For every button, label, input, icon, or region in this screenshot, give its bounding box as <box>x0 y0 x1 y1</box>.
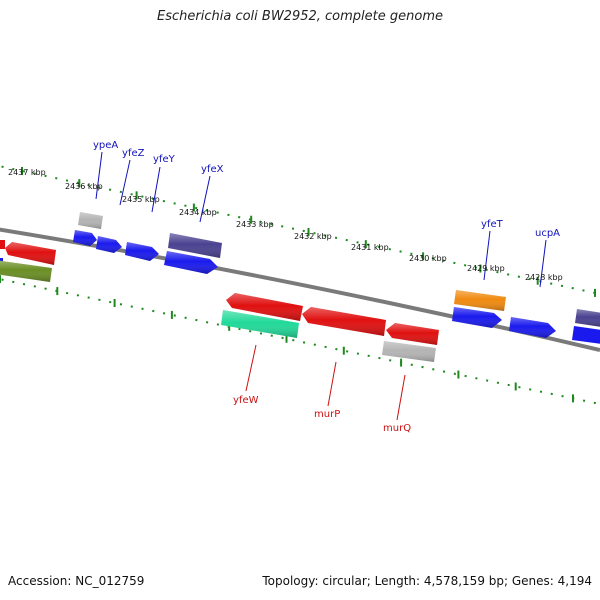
ruler-label: 2435 kbp <box>122 195 160 204</box>
gene-feature[interactable] <box>509 317 556 338</box>
ruler-label: 2431 kbp <box>351 243 389 252</box>
inner-ruler <box>0 278 600 405</box>
inner-ruler-ticks <box>0 275 574 403</box>
label-leader-line <box>245 344 257 392</box>
ruler-labels: 2437 kbp 2436 kbp 2435 kbp 2434 kbp 2433… <box>8 168 563 282</box>
label-leader-line <box>199 175 211 223</box>
ruler-label: 2433 kbp <box>236 220 274 229</box>
gene-label[interactable]: yfeW <box>233 395 259 406</box>
page-title: Escherichia coli BW2952, complete genome <box>157 9 443 24</box>
gene-label[interactable]: murQ <box>383 423 411 434</box>
gene-label[interactable]: yfeX <box>201 164 224 175</box>
ruler-label: 2436 kbp <box>65 182 103 191</box>
gene-feature[interactable] <box>164 251 218 274</box>
outer-ruler <box>0 165 600 295</box>
gene-feature[interactable] <box>386 323 439 345</box>
ruler-label: 2434 kbp <box>179 208 217 217</box>
gene-label[interactable]: yfeZ <box>122 148 145 159</box>
reverse-label-lines <box>245 344 406 421</box>
outer-ruler-ticks <box>21 166 596 297</box>
gene-feature[interactable] <box>0 240 5 249</box>
label-leader-line <box>396 374 406 421</box>
gene-feature[interactable] <box>125 242 159 261</box>
label-leader-line <box>539 239 547 288</box>
label-leader-line <box>483 230 491 281</box>
gene-label[interactable]: murP <box>314 409 340 420</box>
gene-feature[interactable] <box>452 307 502 328</box>
gene-feature[interactable] <box>5 242 56 265</box>
gene-label[interactable]: yfeT <box>481 219 504 230</box>
label-leader-line <box>327 361 337 407</box>
reverse-gene-labels: yfeW murP murQ <box>233 395 411 434</box>
label-leader-line <box>95 151 103 200</box>
gene-label[interactable]: yfeY <box>153 154 176 165</box>
genome-summary-text: Topology: circular; Length: 4,578,159 bp… <box>262 574 592 588</box>
gene-label[interactable]: ypeA <box>93 140 118 151</box>
ruler-label: 2437 kbp <box>8 168 46 177</box>
ruler-label: 2432 kbp <box>294 232 332 241</box>
gene-feature[interactable] <box>382 341 436 362</box>
gene-feature[interactable] <box>454 290 506 311</box>
gene-feature[interactable] <box>575 309 600 327</box>
gene-feature[interactable] <box>302 307 386 336</box>
gene-feature[interactable] <box>96 236 122 253</box>
gene-feature[interactable] <box>221 310 299 338</box>
gene-feature[interactable] <box>78 212 103 229</box>
reverse-genes <box>221 293 439 362</box>
ruler-label: 2428 kbp <box>525 273 563 282</box>
label-leader-line <box>119 159 131 206</box>
label-leader-line <box>151 166 161 213</box>
accession-text: Accession: NC_012759 <box>8 574 145 588</box>
gene-feature[interactable] <box>572 326 600 344</box>
forward-label-lines <box>95 151 547 288</box>
gene-feature[interactable] <box>226 293 303 321</box>
gene-label[interactable]: ucpA <box>535 228 560 239</box>
genome-backbone <box>0 227 600 352</box>
gene-feature[interactable] <box>0 260 52 282</box>
ruler-label: 2430 kbp <box>409 254 447 263</box>
forward-gene-labels: ypeA yfeZ yfeY yfeX yfeT ucpA <box>93 140 560 239</box>
gene-feature[interactable] <box>168 233 222 258</box>
gene-feature[interactable] <box>73 230 97 246</box>
forward-genes <box>0 212 600 344</box>
